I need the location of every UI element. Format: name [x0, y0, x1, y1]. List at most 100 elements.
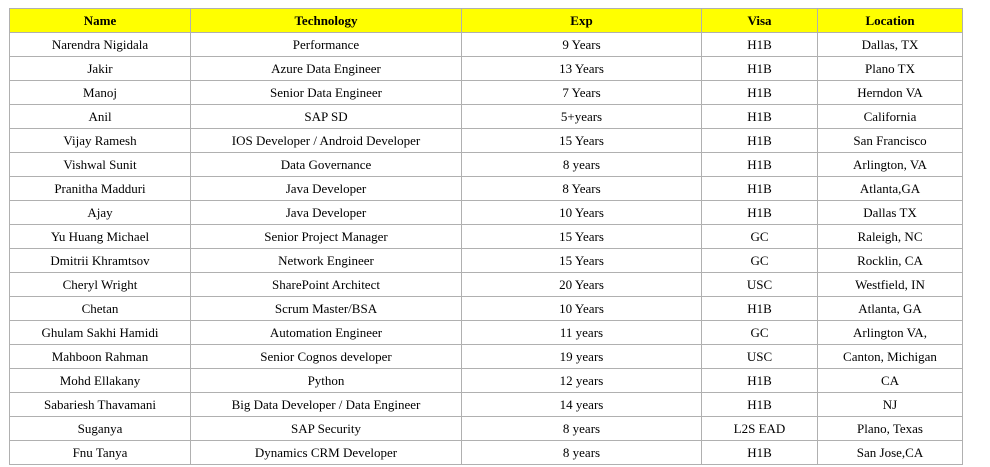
table-cell: Performance: [190, 32, 462, 57]
table-cell: San Francisco: [817, 128, 963, 153]
table-cell: USC: [701, 344, 818, 369]
table-row: Dmitrii Khramtsov Network Engineer 15 Year…: [9, 248, 963, 273]
table-cell: H1B: [701, 368, 818, 393]
table-cell: Plano TX: [817, 56, 963, 81]
table-row: Vijay Ramesh IOS Developer / Android Deve…: [9, 128, 963, 153]
table-cell: H1B: [701, 392, 818, 417]
table-cell: H1B: [701, 440, 818, 465]
table-cell: Mohd Ellakany: [9, 368, 191, 393]
table-cell: 15 Years: [461, 128, 702, 153]
table-cell: H1B: [701, 176, 818, 201]
table-cell: H1B: [701, 200, 818, 225]
table-cell: 19 years: [461, 344, 702, 369]
table-cell: GC: [701, 248, 818, 273]
table-cell: H1B: [701, 152, 818, 177]
table-row: Cheryl Wright SharePoint Architect 20 Year…: [9, 272, 963, 297]
table-cell: 20 Years: [461, 272, 702, 297]
table-cell: NJ: [817, 392, 963, 417]
table-cell: H1B: [701, 80, 818, 105]
table-row: Suganya SAP Security 8 years L2S EAD Plano, …: [9, 416, 963, 441]
table-cell: Herndon VA: [817, 80, 963, 105]
table-cell: Network Engineer: [190, 248, 462, 273]
table-cell: Azure Data Engineer: [190, 56, 462, 81]
table-cell: Arlington, VA: [817, 152, 963, 177]
table-cell: Chetan: [9, 296, 191, 321]
table-cell: 15 Years: [461, 248, 702, 273]
table-cell: SAP SD: [190, 104, 462, 129]
table-cell: Vijay Ramesh: [9, 128, 191, 153]
header-cell: Exp: [461, 8, 702, 33]
table-cell: Westfield, IN: [817, 272, 963, 297]
table-cell: H1B: [701, 104, 818, 129]
table-row: Anil SAP SD 5+years H1B California: [9, 104, 963, 129]
table-cell: 12 years: [461, 368, 702, 393]
table-cell: 13 Years: [461, 56, 702, 81]
table-cell: 8 years: [461, 416, 702, 441]
table-cell: Vishwal Sunit: [9, 152, 191, 177]
table-cell: 14 years: [461, 392, 702, 417]
table-row: Mahboon Rahman Senior Cognos developer 19 …: [9, 344, 963, 369]
table-row: Sabariesh Thavamani Big Data Developer / …: [9, 392, 963, 417]
table-cell: Suganya: [9, 416, 191, 441]
table-row: Ajay Java Developer 10 Years H1B Dallas TX: [9, 200, 963, 225]
table-cell: Atlanta,GA: [817, 176, 963, 201]
table-cell: 15 Years: [461, 224, 702, 249]
table-row: Jakir Azure Data Engineer 13 Years H1B Plano…: [9, 56, 963, 81]
table-cell: L2S EAD: [701, 416, 818, 441]
table-cell: Fnu Tanya: [9, 440, 191, 465]
table-cell: Mahboon Rahman: [9, 344, 191, 369]
table-cell: SharePoint Architect: [190, 272, 462, 297]
table-cell: Senior Project Manager: [190, 224, 462, 249]
table-cell: H1B: [701, 56, 818, 81]
table-cell: Java Developer: [190, 176, 462, 201]
table-cell: San Jose,CA: [817, 440, 963, 465]
header-row: Name Technology Exp Visa Location: [9, 8, 963, 33]
table-row: Chetan Scrum Master/BSA 10 Years H1B Atlanta…: [9, 296, 963, 321]
table-body: Narendra Nigidala Performance 9 Years H1B Da…: [9, 32, 963, 465]
table-cell: Ghulam Sakhi Hamidi: [9, 320, 191, 345]
table-cell: Automation Engineer: [190, 320, 462, 345]
table-cell: Dallas, TX: [817, 32, 963, 57]
table-cell: Ajay: [9, 200, 191, 225]
table-cell: Arlington VA,: [817, 320, 963, 345]
table-cell: Canton, Michigan: [817, 344, 963, 369]
table-cell: Pranitha Madduri: [9, 176, 191, 201]
table-cell: Dynamics CRM Developer: [190, 440, 462, 465]
table-cell: Raleigh, NC: [817, 224, 963, 249]
table-row: Fnu Tanya Dynamics CRM Developer 8 years H1…: [9, 440, 963, 465]
table-cell: Yu Huang Michael: [9, 224, 191, 249]
table-row: Mohd Ellakany Python 12 years H1B CA: [9, 368, 963, 393]
header-cell: Name: [9, 8, 191, 33]
table-cell: Java Developer: [190, 200, 462, 225]
table-cell: 11 years: [461, 320, 702, 345]
table-cell: Narendra Nigidala: [9, 32, 191, 57]
table-cell: Anil: [9, 104, 191, 129]
table-row: Yu Huang Michael Senior Project Manager 15…: [9, 224, 963, 249]
table-row: Narendra Nigidala Performance 9 Years H1B Da…: [9, 32, 963, 57]
table-cell: USC: [701, 272, 818, 297]
header-cell: Technology: [190, 8, 462, 33]
table-cell: H1B: [701, 296, 818, 321]
table-cell: 8 years: [461, 152, 702, 177]
candidate-table: Name Technology Exp Visa Location Narendra N…: [9, 8, 963, 465]
table-cell: Rocklin, CA: [817, 248, 963, 273]
table-cell: Atlanta, GA: [817, 296, 963, 321]
table-cell: 8 Years: [461, 176, 702, 201]
table-cell: Big Data Developer / Data Engineer: [190, 392, 462, 417]
table-cell: 10 Years: [461, 296, 702, 321]
table-row: Pranitha Madduri Java Developer 8 Years H1B…: [9, 176, 963, 201]
table-row: Manoj Senior Data Engineer 7 Years H1B Hernd…: [9, 80, 963, 105]
table-cell: 10 Years: [461, 200, 702, 225]
table-cell: SAP Security: [190, 416, 462, 441]
table-cell: Plano, Texas: [817, 416, 963, 441]
table-cell: 9 Years: [461, 32, 702, 57]
table-cell: Dallas TX: [817, 200, 963, 225]
table-cell: Jakir: [9, 56, 191, 81]
table-cell: Data Governance: [190, 152, 462, 177]
table-cell: Python: [190, 368, 462, 393]
header-cell: Visa: [701, 8, 818, 33]
table-cell: 8 years: [461, 440, 702, 465]
table-cell: Scrum Master/BSA: [190, 296, 462, 321]
table-row: Vishwal Sunit Data Governance 8 years H1B Ar…: [9, 152, 963, 177]
